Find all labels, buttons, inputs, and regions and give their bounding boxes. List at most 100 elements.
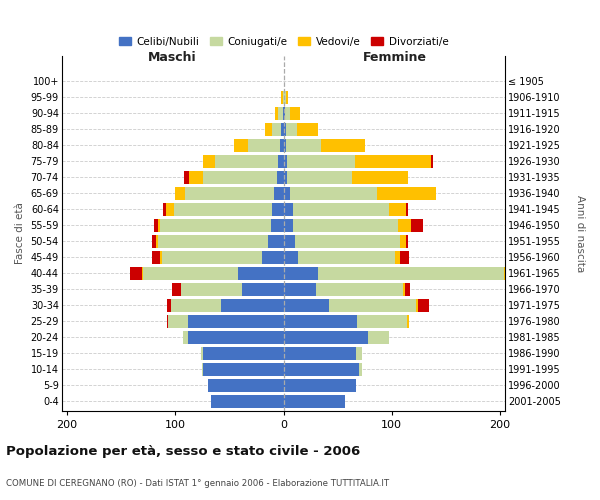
Text: Femmine: Femmine xyxy=(362,52,427,64)
Bar xyxy=(211,395,284,408)
Bar xyxy=(287,170,352,184)
Bar xyxy=(395,250,400,264)
Bar xyxy=(356,347,362,360)
Bar xyxy=(242,282,284,296)
Bar xyxy=(163,202,166,216)
Bar xyxy=(152,234,156,248)
Bar xyxy=(283,106,284,120)
Text: COMUNE DI CEREGNANO (RO) - Dati ISTAT 1° gennaio 2006 - Elaborazione TUTTITALIA.: COMUNE DI CEREGNANO (RO) - Dati ISTAT 1°… xyxy=(6,478,389,488)
Bar xyxy=(329,299,416,312)
Bar xyxy=(284,266,318,280)
Bar xyxy=(284,347,356,360)
Bar xyxy=(284,395,345,408)
Legend: Celibi/Nubili, Coniugati/e, Vedovi/e, Divorziati/e: Celibi/Nubili, Coniugati/e, Vedovi/e, Di… xyxy=(115,32,452,50)
Bar xyxy=(293,202,389,216)
Bar xyxy=(203,154,215,168)
Bar xyxy=(142,266,143,280)
Bar xyxy=(431,154,433,168)
Bar xyxy=(286,138,322,152)
Bar xyxy=(403,282,405,296)
Bar xyxy=(377,186,436,200)
Bar xyxy=(284,282,316,296)
Bar xyxy=(506,266,512,280)
Bar xyxy=(284,154,287,168)
Bar xyxy=(130,266,142,280)
Bar xyxy=(160,218,271,232)
Bar xyxy=(208,379,284,392)
Bar xyxy=(268,234,284,248)
Bar xyxy=(271,218,284,232)
Text: Popolazione per età, sesso e stato civile - 2006: Popolazione per età, sesso e stato civil… xyxy=(6,444,360,458)
Bar xyxy=(322,138,365,152)
Bar xyxy=(286,90,288,104)
Bar xyxy=(163,250,262,264)
Bar xyxy=(284,170,287,184)
Bar xyxy=(298,250,395,264)
Bar xyxy=(293,218,398,232)
Bar xyxy=(352,170,408,184)
Bar xyxy=(286,122,296,136)
Bar xyxy=(202,363,203,376)
Bar xyxy=(174,202,272,216)
Bar xyxy=(203,170,277,184)
Bar xyxy=(234,138,248,152)
Bar xyxy=(262,250,284,264)
Bar xyxy=(152,250,160,264)
Bar xyxy=(400,250,409,264)
Bar xyxy=(184,170,190,184)
Bar xyxy=(296,122,318,136)
Bar xyxy=(368,331,389,344)
Bar xyxy=(411,218,423,232)
Bar xyxy=(284,90,286,104)
Bar xyxy=(278,106,283,120)
Bar xyxy=(272,202,284,216)
Bar xyxy=(284,202,293,216)
Bar xyxy=(284,315,357,328)
Bar xyxy=(284,122,286,136)
Bar xyxy=(281,122,284,136)
Bar xyxy=(405,282,410,296)
Bar xyxy=(215,154,278,168)
Bar xyxy=(175,186,185,200)
Bar xyxy=(284,379,356,392)
Bar xyxy=(355,154,431,168)
Bar xyxy=(203,347,284,360)
Bar xyxy=(316,282,403,296)
Bar xyxy=(284,299,329,312)
Bar xyxy=(359,363,362,376)
Bar xyxy=(278,154,284,168)
Bar xyxy=(389,202,406,216)
Bar xyxy=(318,266,505,280)
Bar xyxy=(188,315,284,328)
Bar xyxy=(158,218,160,232)
Bar xyxy=(167,315,168,328)
Bar xyxy=(284,250,298,264)
Bar xyxy=(188,331,284,344)
Bar xyxy=(406,234,408,248)
Y-axis label: Anni di nascita: Anni di nascita xyxy=(575,194,585,272)
Bar xyxy=(167,299,171,312)
Bar xyxy=(275,106,278,120)
Bar xyxy=(418,299,428,312)
Bar xyxy=(168,315,188,328)
Bar xyxy=(248,138,280,152)
Bar xyxy=(290,186,377,200)
Bar xyxy=(416,299,418,312)
Bar xyxy=(203,363,284,376)
Bar xyxy=(238,266,284,280)
Bar xyxy=(284,186,290,200)
Bar xyxy=(283,90,284,104)
Bar xyxy=(407,315,409,328)
Bar xyxy=(284,234,295,248)
Bar xyxy=(284,363,359,376)
Bar xyxy=(160,250,163,264)
Bar xyxy=(202,347,203,360)
Bar xyxy=(284,218,293,232)
Bar xyxy=(185,186,274,200)
Bar xyxy=(505,266,506,280)
Bar xyxy=(221,299,284,312)
Bar xyxy=(171,299,221,312)
Bar xyxy=(280,138,284,152)
Bar xyxy=(154,218,158,232)
Bar xyxy=(400,234,406,248)
